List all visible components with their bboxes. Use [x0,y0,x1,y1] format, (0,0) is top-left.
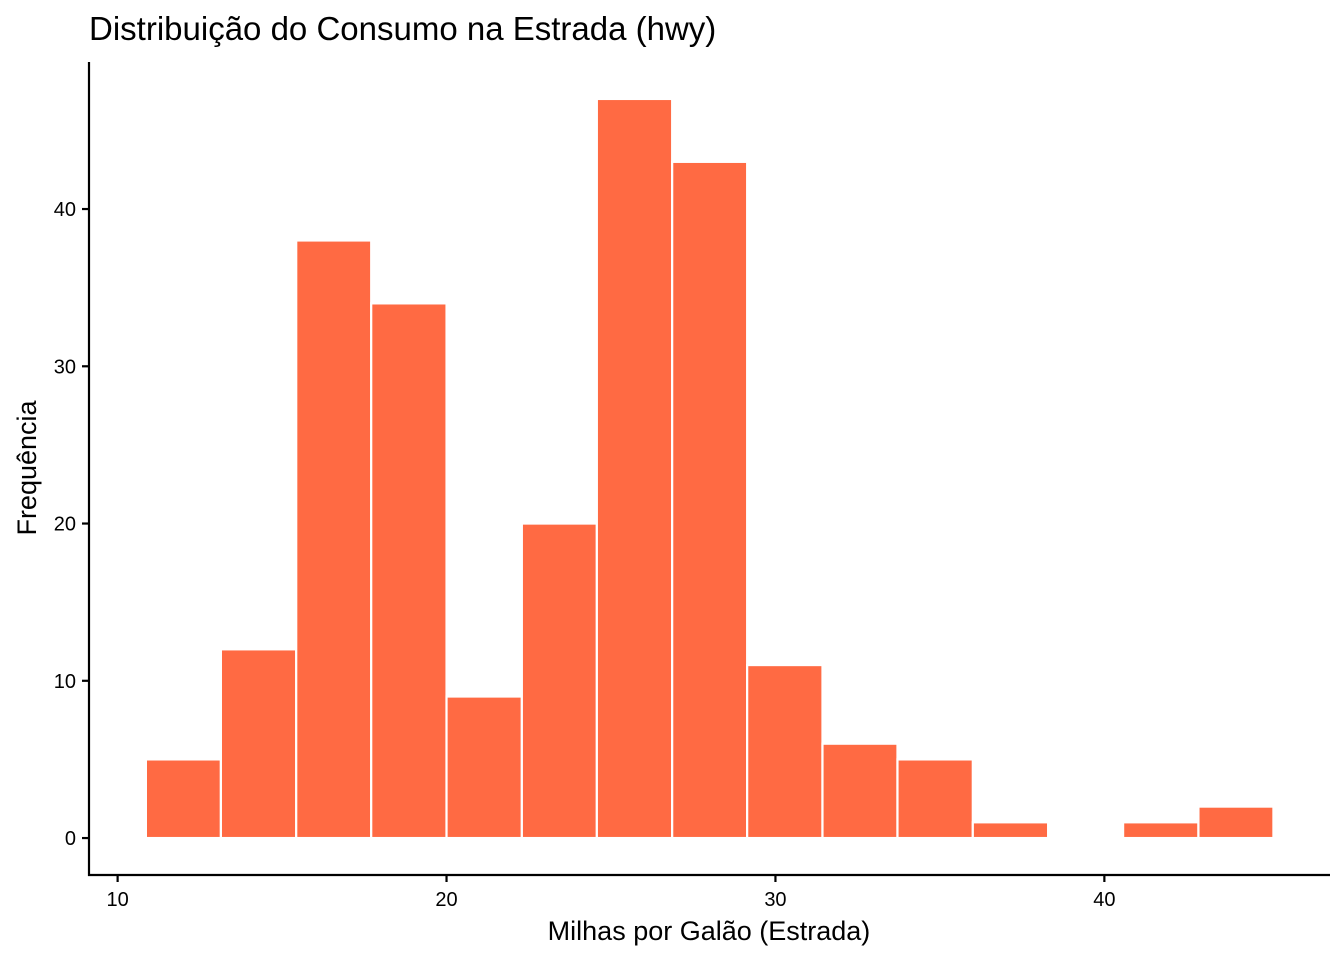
x-tick-label-40: 40 [1093,889,1115,911]
histogram-bar-2 [295,239,373,840]
bars-group [144,97,1275,840]
y-tick-label-10: 10 [54,671,76,693]
histogram-bar-4 [445,695,523,840]
y-axis-ticks: 0 10 20 30 40 [54,199,89,850]
histogram-bar-11 [971,821,1050,840]
histogram-bar-7 [671,160,749,840]
histogram-bar-10 [896,758,974,840]
x-tick-label-20: 20 [435,889,457,911]
histogram-bar-5 [520,522,598,840]
y-tick-label-0: 0 [65,828,76,850]
histogram-bar-13 [1122,821,1200,840]
y-tick-label-20: 20 [54,514,76,536]
histogram-bar-3 [370,302,448,840]
histogram-bar-1 [219,648,298,840]
y-axis-title: Frequência [12,399,42,535]
histogram-bar-9 [821,742,899,840]
x-axis-title: Milhas por Galão (Estrada) [548,916,871,946]
histogram-bar-0 [144,758,222,840]
chart-title: Distribuição do Consumo na Estrada (hwy) [89,10,716,47]
y-tick-label-40: 40 [54,199,76,221]
y-tick-label-30: 30 [54,356,76,378]
histogram-bar-14 [1197,805,1275,840]
histogram-bar-8 [746,663,824,840]
x-axis-ticks: 10 20 30 40 [106,875,1115,911]
x-tick-label-30: 30 [764,889,786,911]
x-tick-label-10: 10 [106,889,128,911]
histogram-bar-6 [595,97,674,840]
